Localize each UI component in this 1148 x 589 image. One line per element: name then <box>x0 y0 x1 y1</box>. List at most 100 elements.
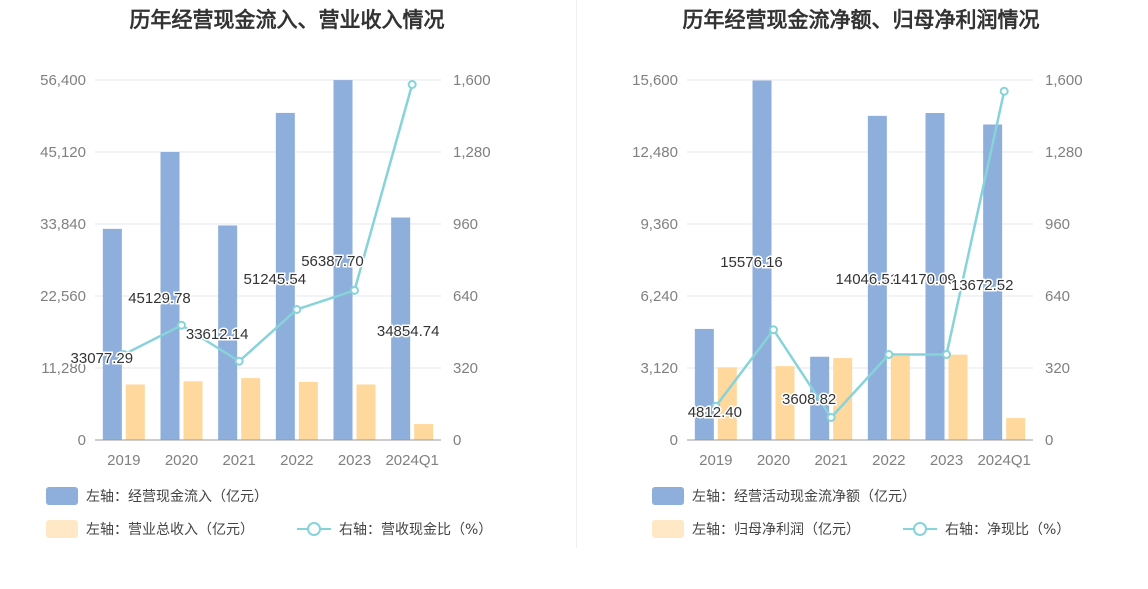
data-label: 4812.40 <box>688 404 742 421</box>
y-left-tick-label: 56,400 <box>40 72 86 89</box>
data-label: 13672.52 <box>951 277 1014 294</box>
line-series-ratio <box>714 90 1006 420</box>
legend-label: 左轴：经营现金流入（亿元） <box>86 489 268 505</box>
line-point <box>942 350 951 359</box>
y-right-tick-label: 960 <box>1045 216 1070 233</box>
y-right-tick-label: 1,280 <box>1045 144 1083 161</box>
bar-net-cash-flow <box>983 124 1003 440</box>
x-tick-label: 2020 <box>757 452 790 469</box>
bar-revenue <box>241 378 261 440</box>
legend-swatch-bar <box>652 487 684 505</box>
y-right-tick-label: 1,600 <box>1045 72 1083 89</box>
bar-cash-inflow <box>160 151 180 441</box>
bar-cash-inflow <box>391 217 411 440</box>
data-label: 45129.78 <box>128 290 191 307</box>
y-left-tick-label: 0 <box>670 432 678 449</box>
bar-net-profit <box>1006 418 1026 440</box>
data-label: 3608.82 <box>782 391 836 408</box>
legend-item-net-cash-flow[interactable]: 左轴：经营活动现金流净额（亿元） <box>652 486 916 506</box>
legend-item-revenue[interactable]: 左轴：营业总收入（亿元） <box>46 519 254 539</box>
x-tick-label: 2024Q1 <box>977 452 1030 469</box>
x-tick-label: 2022 <box>872 452 905 469</box>
legend-item-net-profit[interactable]: 左轴：归母净利润（亿元） <box>652 519 860 539</box>
data-label: 14046.51 <box>836 271 899 288</box>
legend-swatch-bar <box>46 520 78 538</box>
y-left-tick-label: 3,120 <box>640 360 678 377</box>
chart-title: 历年经营现金流净额、归母净利润情况 <box>682 8 1040 32</box>
bar-net-cash-flow <box>925 112 945 440</box>
data-label: 34854.74 <box>377 323 440 340</box>
x-tick-label: 2024Q1 <box>385 452 438 469</box>
legend-label: 右轴：净现比（%） <box>945 522 1071 538</box>
legend-label: 左轴：归母净利润（亿元） <box>692 522 860 538</box>
line-point <box>234 356 244 366</box>
x-tick-label: 2019 <box>107 452 140 469</box>
line-point <box>350 285 359 295</box>
bar-cash-inflow <box>218 225 238 440</box>
y-right-tick-label: 0 <box>1045 432 1053 449</box>
y-left-tick-label: 33,840 <box>40 216 86 233</box>
bar-revenue <box>125 384 145 440</box>
line-point <box>292 305 302 314</box>
legend-label: 右轴：营收现金比（%） <box>339 522 493 538</box>
line-series-ratio <box>123 84 414 363</box>
y-right-tick-label: 320 <box>1045 360 1070 377</box>
data-label: 14170.09 <box>893 271 956 288</box>
y-right-tick-label: 1,280 <box>453 144 491 161</box>
legend-item-cash-inflow[interactable]: 左轴：经营现金流入（亿元） <box>46 486 268 506</box>
line-point <box>826 413 836 422</box>
line-point <box>884 350 894 359</box>
chart-title: 历年经营现金流入、营业收入情况 <box>129 8 445 32</box>
legend-item-ratio[interactable]: 右轴：净现比（%） <box>903 519 1070 539</box>
bar-revenue <box>414 424 434 440</box>
x-tick-label: 2023 <box>930 452 963 469</box>
y-right-tick-label: 640 <box>453 288 478 305</box>
bar-net-cash-flow <box>867 115 887 441</box>
y-right-tick-label: 0 <box>453 432 461 449</box>
x-tick-label: 2023 <box>338 452 371 469</box>
bar-net-profit <box>948 354 968 440</box>
y-left-tick-label: 9,360 <box>640 216 678 233</box>
chart-plot-area: 0 11,280 22,560 33,840 45,120 56,400 0 320 640 96… <box>40 72 491 469</box>
data-label: 51245.54 <box>244 271 307 288</box>
y-left-tick-label: 45,120 <box>40 144 86 161</box>
y-left-tick-label: 11,280 <box>41 360 86 377</box>
line-point <box>177 320 186 330</box>
legend-swatch-bar <box>46 487 78 505</box>
legend-label: 左轴：营业总收入（亿元） <box>86 522 254 538</box>
legend-line-marker-icon <box>903 520 937 538</box>
data-label: 33077.29 <box>71 350 134 367</box>
y-right-tick-label: 640 <box>1045 288 1070 305</box>
x-tick-label: 2019 <box>699 452 732 469</box>
x-tick-label: 2022 <box>280 452 313 469</box>
line-point <box>407 80 417 89</box>
line-point <box>711 401 721 411</box>
legend-label: 左轴：经营活动现金流净额（亿元） <box>692 489 916 505</box>
bar-net-profit <box>890 355 910 440</box>
line-point <box>119 350 129 359</box>
bar-revenue <box>298 381 318 440</box>
y-right-tick-label: 960 <box>453 216 478 233</box>
chart-panel-cash-inflow: 历年经营现金流入、营业收入情况 0 11,280 22,560 33,840 45,12… <box>40 8 492 539</box>
bar-net-cash-flow <box>694 328 714 440</box>
y-left-tick-label: 15,600 <box>632 72 678 89</box>
line-point <box>999 86 1009 96</box>
bar-cash-inflow <box>102 228 122 440</box>
x-tick-label: 2021 <box>222 452 255 469</box>
bar-net-profit <box>775 366 795 440</box>
y-right-tick-label: 320 <box>453 360 478 377</box>
y-left-tick-label: 6,240 <box>640 288 678 305</box>
legend-item-ratio[interactable]: 右轴：营收现金比（%） <box>297 519 492 539</box>
bar-revenue <box>183 381 203 440</box>
y-left-tick-label: 0 <box>78 432 86 449</box>
chart-panel-net-cash-flow: 历年经营现金流净额、归母净利润情况 0 3,120 6,240 9,360 12,480… <box>574 0 1148 589</box>
y-left-tick-label: 22,560 <box>40 288 86 305</box>
y-right-tick-label: 1,600 <box>453 72 491 89</box>
y-left-tick-label: 12,480 <box>632 144 678 161</box>
bar-cash-inflow <box>333 80 353 440</box>
x-tick-label: 2021 <box>814 452 847 469</box>
bar-revenue <box>356 384 376 440</box>
data-label: 56387.70 <box>301 253 364 270</box>
line-point <box>769 325 778 335</box>
data-label: 33612.14 <box>186 326 249 343</box>
